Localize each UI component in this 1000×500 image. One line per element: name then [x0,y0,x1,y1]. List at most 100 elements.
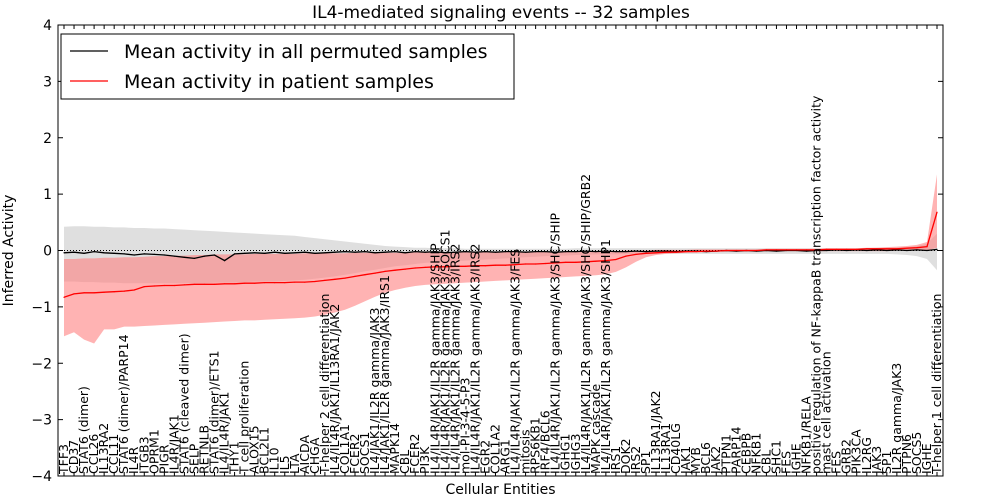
x-tick-label: IL2R gamma/JAK3 [889,363,904,474]
point-permuted [123,253,125,255]
confidence-bands [64,174,937,344]
point-patient [354,275,356,277]
y-tick-label: −1 [31,300,52,316]
x-tick-label: JAK2 [708,446,723,475]
x-tick-label: IGHE [789,443,804,474]
point-permuted [645,251,647,253]
point-patient [163,284,165,287]
point-permuted [535,251,537,253]
point-permuted [83,252,85,254]
point-patient [715,250,717,252]
point-patient [826,248,828,250]
point-permuted [454,251,456,253]
point-patient [93,292,95,294]
x-tick-label: TFF3 [56,444,71,475]
point-patient [605,260,607,262]
point-permuted [434,251,436,253]
point-patient [394,269,396,271]
point-patient [224,283,226,285]
point-patient [113,291,115,293]
point-patient [655,252,657,254]
point-patient [585,261,587,263]
point-patient [384,270,386,272]
x-tick-label: mol-PI-3-4-5-P3 [457,378,472,474]
y-axis: −4 −3 −2 −1 0 1 2 3 4 [31,18,943,485]
point-patient [685,251,687,253]
point-permuted [655,250,657,252]
point-patient [123,290,125,292]
y-tick-label: 2 [43,131,52,147]
point-permuted [404,252,406,254]
x-tick-label: THY1 [227,441,242,475]
point-permuted [665,250,667,252]
x-tick-label: T-helper 1 cell differentiation [929,294,944,475]
point-permuted [224,260,226,262]
x-tick-label: mast cell activation [819,351,834,474]
x-tick-label: IL4/JAK1/IL2R gamma/JAK3/IRS1 [377,275,392,474]
x-tick-label: MAPK cascade [588,383,603,474]
x-tick-label: STAT6 (dimer)/PARP14 [116,334,131,474]
point-patient [575,261,577,263]
x-tick-label: SP1 [879,451,894,474]
x-tick-label: PARP14 [728,427,743,474]
x-tick-label: IL4/IL4R/JAK1/IL13RA1/JAK2 [327,304,342,474]
y-tick-label: 3 [43,74,52,90]
point-permuted [515,251,517,253]
x-tick-label: IL4/IL4R/JAK1 [217,392,232,474]
x-tick-label: IL4/IL4R/JAK1/IL2R gamma/JAK3/SHC/SHIP [548,213,563,474]
x-tick-label: ALOX15 [247,425,262,474]
legend-label-permuted: Mean activity in all permuted samples [124,41,487,63]
x-tick-label: PTPN6 [899,434,914,474]
x-tick-label: NFKB1/RELA [799,396,814,474]
x-tick-label: MYB [688,447,703,474]
point-permuted [414,251,416,253]
point-permuted [545,251,547,253]
point-patient [324,279,326,281]
y-tick-label: 4 [43,18,52,34]
x-tick-label: SELP [186,443,201,474]
x-tick-label: IL13RA1 [658,423,673,474]
point-permuted [314,252,316,254]
point-patient [153,285,155,287]
y-tick-label: 1 [43,187,52,203]
legend-box [60,33,515,100]
point-permuted [334,251,336,253]
x-tick-label: T-helper 2 cell differentiation [317,294,332,475]
point-patient [454,265,456,267]
x-tick-label: SOCS1 [357,432,372,474]
point-patient [103,291,105,293]
point-patient [936,211,938,213]
point-permuted [916,249,918,251]
x-tick-label: GRB2 [839,439,854,474]
x-tick-label: AICDA [297,435,312,474]
point-patient [374,272,376,274]
point-permuted [936,248,938,250]
x-tick-label: CD40LG [668,423,683,474]
x-tick-label: FES [779,451,794,474]
x-tick-label: CHGA [307,437,322,474]
x-tick-label: CBL [758,450,773,474]
point-patient [595,260,597,262]
x-tick-label: IL4/IL4R/JAK1/IL2R gamma/JAK3/SHIP [427,243,442,474]
point-patient [474,265,476,267]
x-tick-label: IL4/IL4R/JAK1/IL2R gamma/JAK3/SHC/SHIP/G… [578,174,593,474]
y-tick-label: −3 [31,413,52,429]
x-tick-label: ARG1 [498,439,513,474]
point-patient [344,277,346,279]
point-patient [806,249,808,251]
point-permuted [846,249,848,252]
point-permuted [424,251,426,253]
x-tick-label: JAK1 [678,446,693,475]
x-tick-label: PIGR [156,444,171,474]
point-patient [73,293,75,295]
point-patient [896,248,898,250]
point-permuted [153,253,155,255]
point-permuted [324,252,326,254]
series-line-patient [63,212,938,298]
point-patient [404,268,406,270]
point-patient [795,249,798,251]
x-tick-label: FCER2 [347,434,362,474]
point-permuted [555,251,557,253]
